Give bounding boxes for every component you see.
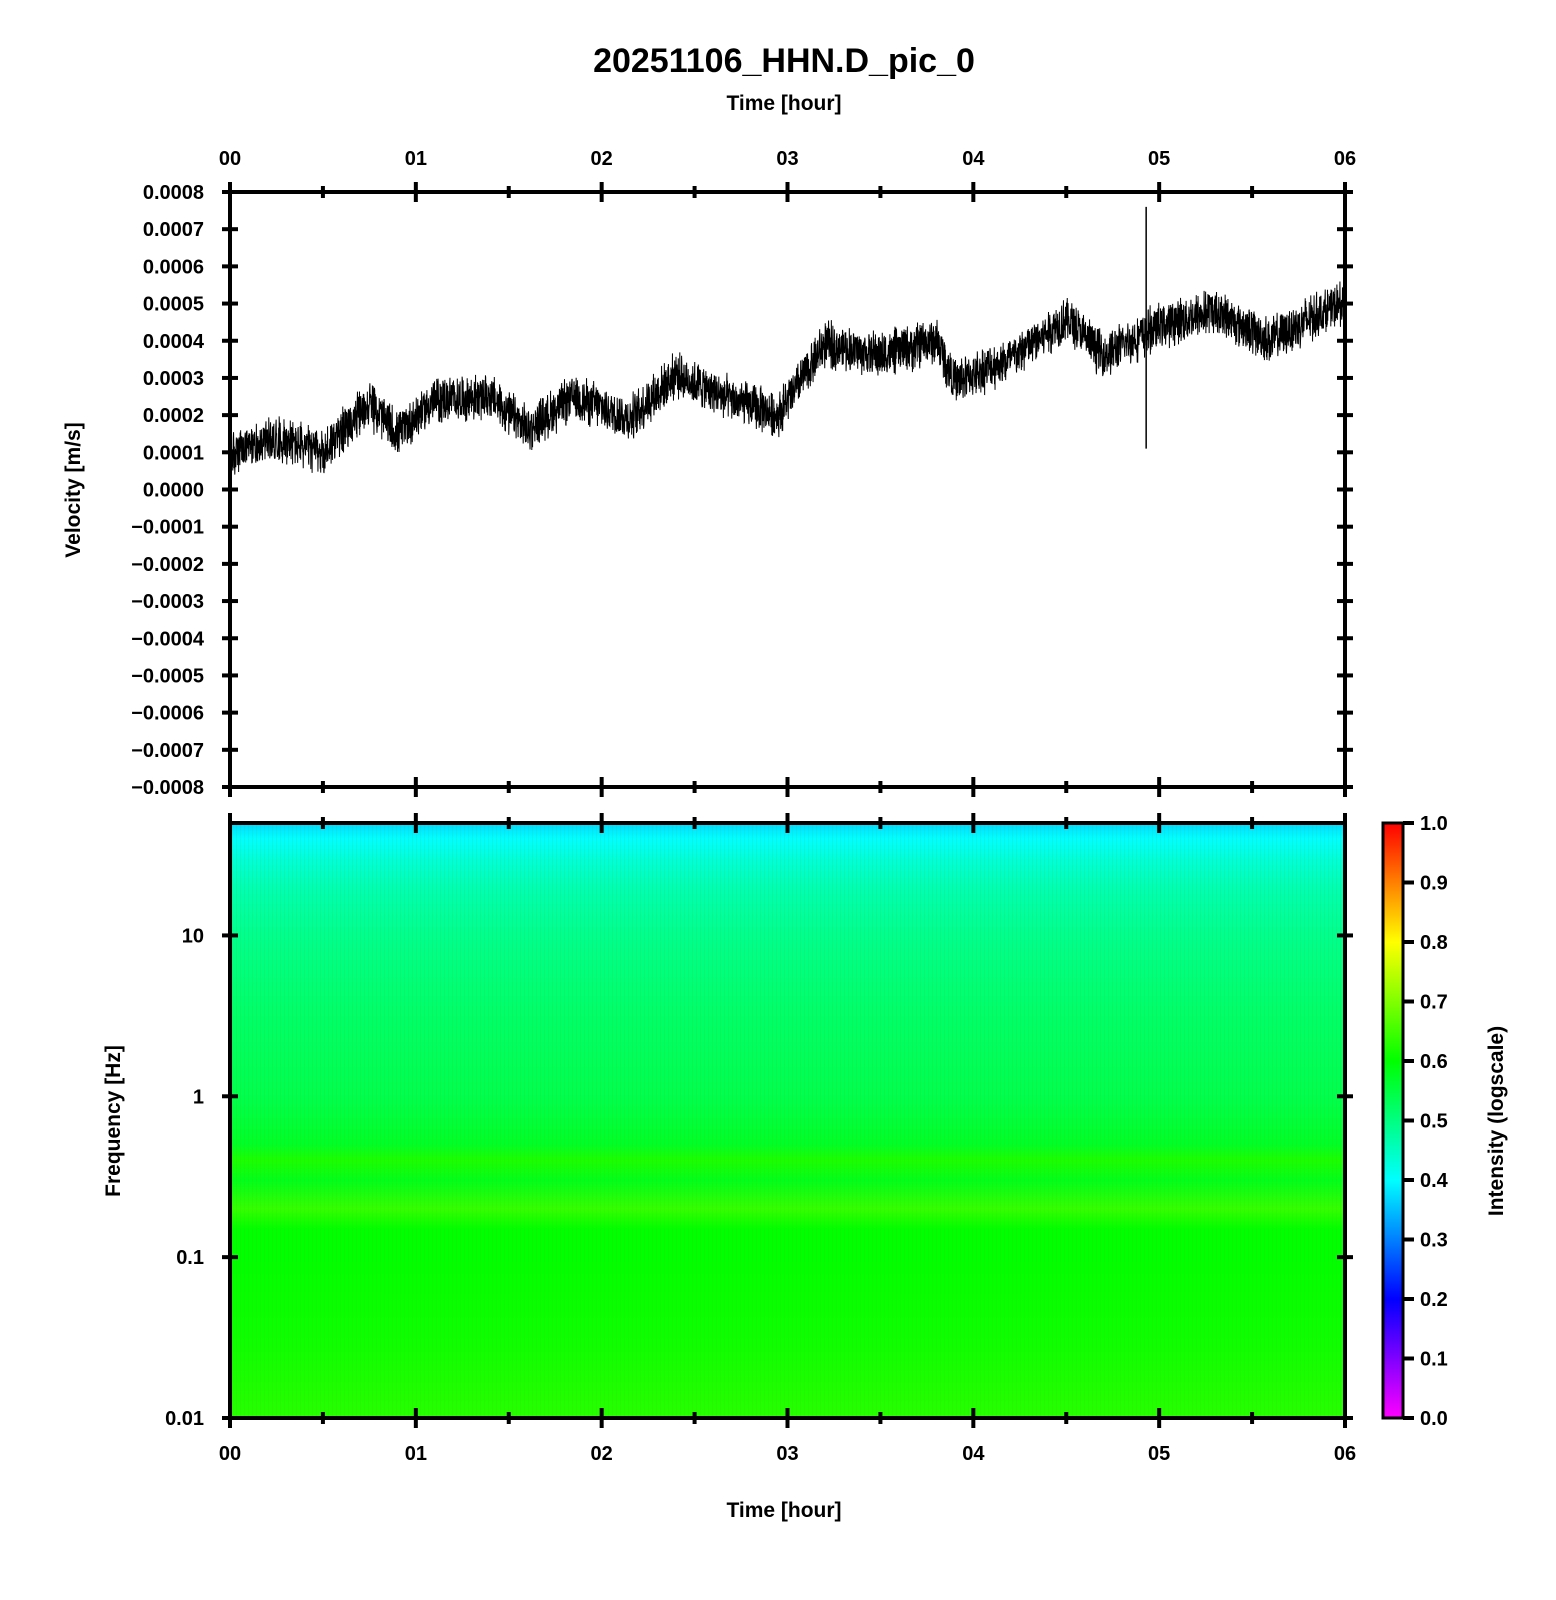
waveform-y-tick-label: 0.0007: [143, 219, 204, 241]
waveform-y-tick-label: 0.0002: [143, 405, 204, 427]
spectrogram-y-axis-label: Frequency [Hz]: [102, 1045, 125, 1197]
waveform-y-tick-label: −0.0005: [131, 665, 204, 687]
colorbar-ticks: 1.0 0.9 0.8 0.7 0.6 0.5 0.4 0.3 0.2 0.1 0.0: [1403, 813, 1449, 1430]
colorbar-tick-label: 0.0: [1420, 1408, 1448, 1430]
waveform-x-tick-label: 06: [1334, 148, 1356, 170]
waveform-x-tick-label: 02: [591, 148, 613, 170]
colorbar-tick-label: 0.3: [1420, 1230, 1448, 1252]
colorbar-label: Intensity (logscale): [1485, 1026, 1508, 1216]
waveform-y-tick-label: −0.0006: [131, 703, 204, 725]
waveform-y-tick-label: −0.0007: [131, 740, 204, 762]
waveform-y-tick-label: 0.0001: [143, 442, 204, 464]
colorbar-tick-label: 0.5: [1420, 1111, 1448, 1133]
waveform-x-tick-label: 05: [1148, 148, 1170, 170]
waveform-y-tick-label: −0.0003: [131, 591, 204, 613]
waveform-x-ticks: 00 01 02 03 04 05 06: [219, 148, 1356, 797]
spectrogram-y-tick-label: 0.1: [176, 1247, 204, 1269]
colorbar-tick-label: 0.1: [1420, 1349, 1448, 1371]
spectrogram-y-tick-label: 0.01: [165, 1408, 204, 1430]
chart-title: 20251106_HHN.D_pic_0: [593, 42, 975, 80]
waveform-trace: [229, 206, 1346, 475]
colorbar-tick-label: 0.2: [1420, 1289, 1448, 1311]
waveform-y-tick-label: −0.0002: [131, 554, 204, 576]
colorbar-tick-label: 0.4: [1420, 1170, 1449, 1192]
waveform-x-tick-label: 03: [776, 148, 798, 170]
waveform-y-ticks: 0.0008 0.0007 0.0006 0.0005 0.0004 0.0003 0.00…: [131, 182, 1353, 799]
waveform-x-tick-label: 01: [405, 148, 427, 170]
waveform-x-tick-label: 04: [962, 148, 985, 170]
bottom-x-axis-label: Time [hour]: [726, 1499, 841, 1522]
colorbar-gradient: [1381, 821, 1405, 1420]
spectrogram-y-ticks: 10 1 0.1 0.01: [165, 925, 1353, 1430]
spectrogram-panel: 00 01 02 03 04 05 06 10 1 0.1 0.01 Frequency [Hz]…: [102, 813, 1356, 1522]
waveform-y-tick-label: 0.0008: [143, 182, 204, 204]
spectrogram-texture: [230, 823, 1345, 1418]
waveform-y-tick-label: 0.0006: [143, 256, 204, 278]
colorbar-tick-label: 0.6: [1420, 1051, 1448, 1073]
spectrogram-x-tick-label: 00: [219, 1443, 241, 1465]
colorbar-tick-label: 0.8: [1420, 932, 1448, 954]
spectrogram-x-ticks: 00 01 02 03 04 05 06: [219, 813, 1356, 1465]
waveform-y-tick-label: 0.0000: [143, 480, 204, 502]
waveform-y-tick-label: 0.0004: [143, 331, 205, 353]
waveform-y-tick-label: 0.0005: [143, 294, 204, 316]
colorbar-tick-label: 0.7: [1420, 992, 1448, 1014]
colorbar-tick-label: 1.0: [1420, 813, 1448, 835]
spectrogram-x-tick-label: 05: [1148, 1443, 1170, 1465]
waveform-x-tick-label: 00: [219, 148, 241, 170]
waveform-y-tick-label: 0.0003: [143, 368, 204, 390]
waveform-y-tick-label: −0.0008: [131, 777, 204, 799]
spectrogram-y-tick-label: 10: [182, 925, 204, 947]
spectrogram-x-tick-label: 01: [405, 1443, 427, 1465]
spectrogram-x-tick-label: 03: [776, 1443, 798, 1465]
waveform-y-axis-label: Velocity [m/s]: [62, 422, 85, 557]
waveform-panel: 00 01 02 03 04 05 06 0.00080.00070.00060.00050…: [62, 148, 1356, 799]
colorbar: 1.0 0.9 0.8 0.7 0.6 0.5 0.4 0.3 0.2 0.1 0.0 Intens…: [1381, 813, 1508, 1430]
waveform-y-tick-label: −0.0001: [131, 517, 204, 539]
colorbar-tick-label: 0.9: [1420, 873, 1448, 895]
spectrogram-y-tick-label: 1: [193, 1086, 204, 1108]
waveform-y-tick-label: −0.0004: [131, 628, 205, 650]
spectrogram-x-tick-label: 02: [591, 1443, 613, 1465]
spectrogram-x-tick-label: 04: [962, 1443, 985, 1465]
waveform-frame: [228, 190, 1347, 789]
top-x-axis-label: Time [hour]: [726, 92, 841, 115]
spectrogram-x-tick-label: 06: [1334, 1443, 1356, 1465]
waveform-line: [229, 281, 1346, 475]
